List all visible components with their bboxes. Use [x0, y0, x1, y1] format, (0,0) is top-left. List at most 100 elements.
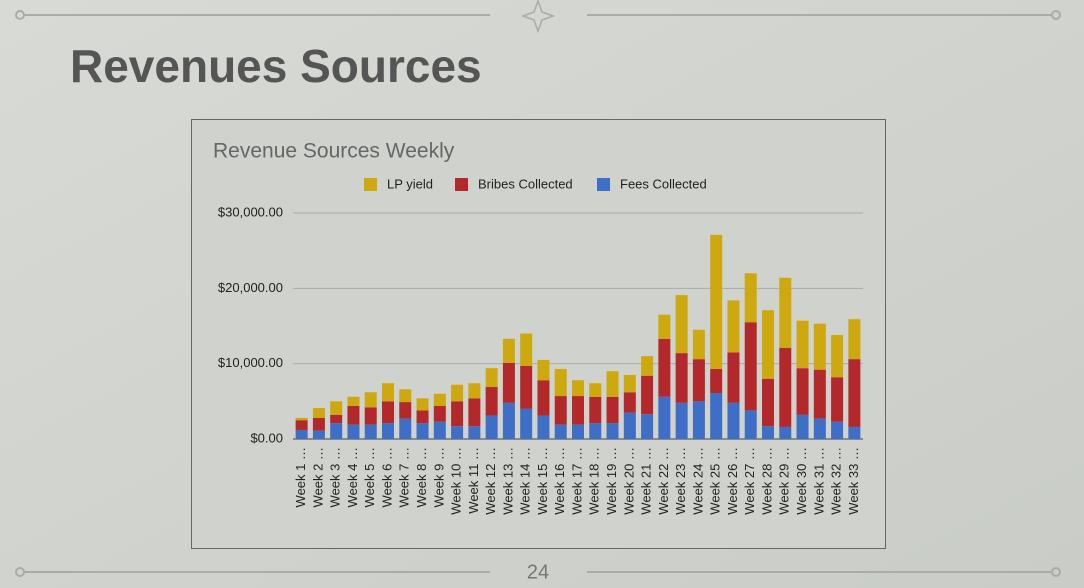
x-tick-label: Week 21 …: [639, 447, 654, 515]
bar-segment: [779, 426, 792, 439]
bar-segment: [451, 384, 464, 402]
bar-segment: [641, 414, 654, 439]
x-tick-label: Week 18 …: [587, 447, 602, 515]
bar-segment: [589, 396, 602, 424]
bar-segment: [347, 424, 360, 439]
x-tick-label: Week 6 …: [379, 447, 394, 507]
x-tick-label: Week 25 …: [708, 447, 723, 515]
bar-segment: [796, 414, 809, 439]
bar-segment: [537, 359, 550, 381]
bar-segment: [347, 396, 360, 406]
bar-segment: [727, 300, 740, 353]
x-tick-label: Week 12 …: [483, 447, 498, 515]
x-tick-label: Week 33 …: [846, 447, 861, 515]
bar-segment: [554, 424, 567, 439]
bar-segment: [831, 335, 844, 378]
bar-segment: [364, 407, 377, 425]
bar-segment: [520, 365, 533, 409]
bar-segment: [744, 410, 757, 439]
x-tick-label: Week 1 …: [293, 447, 308, 507]
x-tick-label: Week 26 …: [725, 447, 740, 515]
bar-segment: [468, 426, 481, 439]
bar-segment: [813, 418, 826, 439]
bar-segment: [433, 393, 446, 406]
y-tick-label: $30,000.00: [218, 204, 283, 219]
bar-segment: [330, 401, 343, 415]
x-tick-label: Week 22 …: [656, 447, 671, 515]
bar-segment: [312, 417, 325, 431]
bar-segment: [692, 329, 705, 360]
bar-segment: [623, 392, 636, 413]
bar-segment: [451, 401, 464, 427]
bar-segment: [710, 393, 723, 439]
x-tick-label: Week 23 …: [673, 447, 688, 515]
bar-segment: [502, 402, 515, 439]
bar-segment: [330, 423, 343, 439]
y-tick-label: $20,000.00: [218, 280, 283, 295]
bar-segment: [727, 352, 740, 403]
bar-segment: [451, 426, 464, 439]
bar-segment: [727, 402, 740, 439]
bar-segment: [675, 353, 688, 403]
bar-segment: [502, 362, 515, 403]
x-tick-label: Week 29 …: [777, 447, 792, 515]
bar-segment: [831, 421, 844, 439]
x-tick-label: Week 10 …: [449, 447, 464, 515]
bar-segment: [692, 359, 705, 402]
bar-segment: [606, 371, 619, 397]
x-tick-label: Week 27 …: [742, 447, 757, 515]
bar-segment: [813, 323, 826, 370]
legend-swatch: [597, 178, 610, 191]
bar-segment: [675, 295, 688, 354]
bar-segment: [675, 402, 688, 439]
bar-segment: [848, 426, 861, 439]
bar-segment: [312, 430, 325, 439]
bar-segment: [762, 426, 774, 439]
bar-segment: [485, 415, 498, 439]
x-tick-label: Week 4 …: [345, 447, 360, 507]
legend-label: Fees Collected: [620, 176, 707, 191]
x-tick-label: Week 28 …: [759, 447, 774, 515]
bar-segment: [692, 401, 705, 439]
x-tick-label: Week 19 …: [604, 447, 619, 515]
bar-segment: [347, 405, 360, 425]
bar-segment: [382, 383, 394, 402]
bar-segment: [520, 333, 533, 366]
x-tick-label: Week 11 …: [466, 447, 481, 514]
bar-segment: [468, 383, 481, 399]
page-number: 24: [527, 561, 549, 583]
bar-segment: [572, 396, 584, 425]
slide-title: Revenues Sources: [70, 40, 482, 92]
x-tick-label: Week 14 …: [518, 447, 533, 515]
bar-segment: [744, 322, 757, 411]
bar-segment: [572, 424, 584, 439]
bar-segment: [468, 398, 481, 427]
x-tick-label: Week 13 …: [500, 447, 515, 515]
bar-segment: [382, 423, 394, 439]
bar-segment: [710, 368, 723, 394]
legend-swatch: [364, 178, 377, 191]
bar-segment: [744, 273, 757, 323]
bar-segment: [382, 401, 394, 424]
bar-segment: [312, 408, 325, 418]
bar-segment: [295, 429, 308, 439]
bar-segment: [710, 234, 723, 369]
bar-segment: [658, 396, 671, 439]
bar-segment: [485, 368, 498, 388]
x-tick-label: Week 5 …: [362, 447, 377, 507]
bar-segment: [572, 380, 584, 397]
bar-segment: [779, 277, 792, 348]
bar-segment: [399, 389, 412, 403]
bar-segment: [779, 347, 792, 427]
x-tick-label: Week 15 …: [535, 447, 550, 515]
bar-segment: [762, 310, 774, 379]
bar-segment: [658, 314, 671, 339]
bar-segment: [295, 420, 308, 430]
bar-segment: [433, 421, 446, 439]
bar-segment: [848, 319, 861, 360]
bar-segment: [606, 396, 619, 424]
x-tick-label: Week 2 …: [310, 447, 325, 507]
bar-segment: [399, 402, 412, 419]
